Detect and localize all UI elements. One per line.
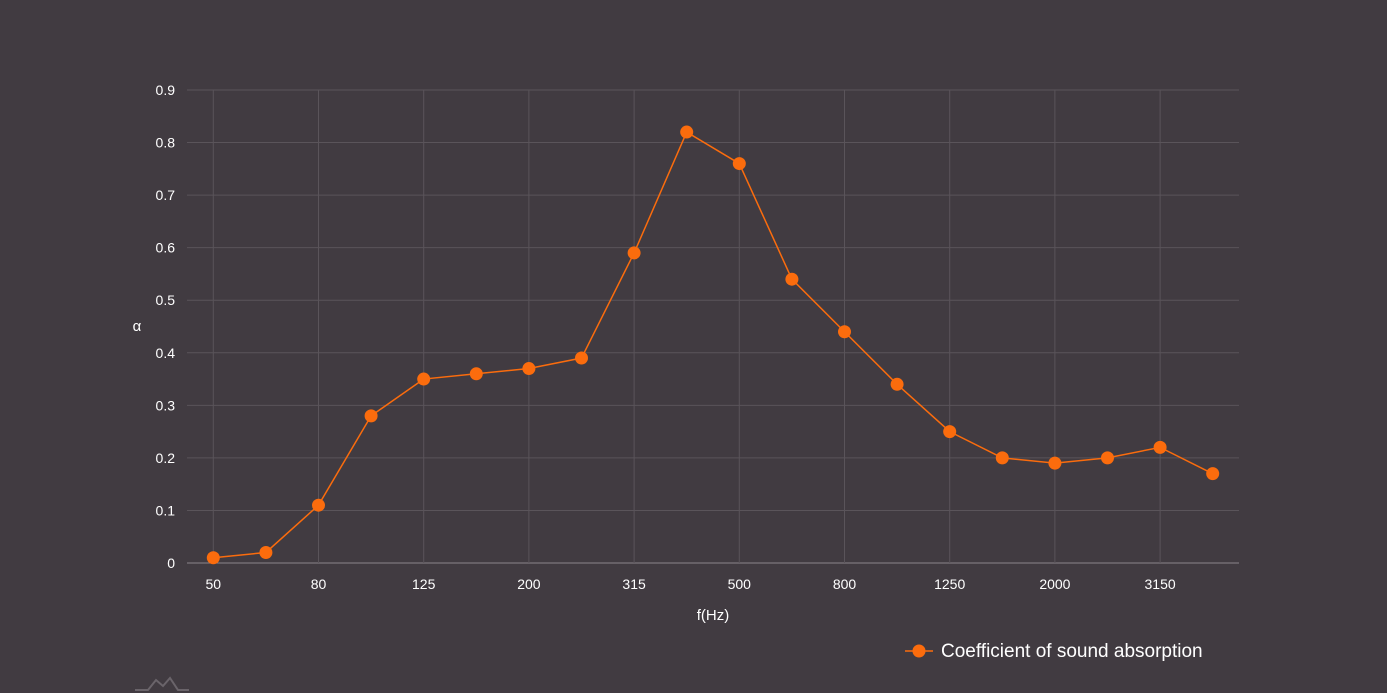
data-point[interactable] [1153, 440, 1167, 454]
x-tick-label: 315 [622, 576, 646, 592]
y-tick-label: 0.8 [156, 135, 176, 151]
data-point[interactable] [680, 125, 694, 139]
x-tick-label: 50 [206, 576, 222, 592]
x-tick-label: 500 [728, 576, 752, 592]
logo-icon [135, 676, 189, 691]
data-point[interactable] [575, 351, 588, 365]
data-point[interactable] [206, 551, 220, 565]
y-tick-label: 0.4 [156, 345, 176, 361]
data-point[interactable] [1101, 451, 1114, 465]
data-point[interactable] [890, 377, 904, 391]
x-tick-label: 80 [311, 576, 327, 592]
data-point[interactable] [627, 246, 641, 260]
data-point[interactable] [732, 157, 746, 171]
data-point[interactable] [1206, 467, 1220, 481]
data-point[interactable] [522, 362, 536, 376]
y-tick-label: 0 [167, 555, 175, 571]
data-point[interactable] [1048, 456, 1062, 470]
data-point[interactable] [364, 409, 378, 423]
series-group [206, 125, 1220, 565]
data-point[interactable] [469, 367, 483, 381]
y-tick-label: 0.7 [156, 187, 176, 203]
x-tick-label: 3150 [1145, 576, 1176, 592]
data-point[interactable] [943, 425, 957, 439]
data-point[interactable] [838, 325, 851, 339]
data-point[interactable] [785, 272, 799, 286]
y-axis-ticks: 0 0.1 0.2 0.3 0.4 0.5 0.6 0.7 0.8 0.9 [156, 82, 176, 571]
x-axis-title: f(Hz) [697, 607, 730, 624]
x-tick-label: 1250 [934, 576, 965, 592]
legend-marker [912, 644, 926, 658]
y-axis-title: α [133, 318, 142, 335]
data-point[interactable] [995, 451, 1009, 465]
y-tick-label: 0.2 [156, 450, 176, 466]
y-tick-label: 0.1 [156, 502, 176, 518]
x-tick-label: 800 [833, 576, 857, 592]
y-tick-label: 0.5 [156, 292, 176, 308]
legend[interactable]: Coefficient of sound absorption [905, 641, 1203, 662]
legend-label: Coefficient of sound absorption [941, 641, 1203, 662]
data-point[interactable] [417, 372, 431, 386]
y-tick-label: 0.6 [156, 240, 176, 256]
x-tick-label: 125 [412, 576, 436, 592]
x-axis-ticks: 50 80 125 200 315 500 800 1250 2000 3150 [206, 576, 1176, 592]
y-tick-label: 0.3 [156, 397, 176, 413]
grid [187, 89, 1239, 564]
x-tick-label: 200 [517, 576, 541, 592]
data-point[interactable] [312, 498, 325, 512]
x-tick-label: 2000 [1039, 576, 1070, 592]
series-line [213, 130, 1214, 559]
data-point[interactable] [259, 545, 273, 559]
y-tick-label: 0.9 [156, 82, 176, 98]
